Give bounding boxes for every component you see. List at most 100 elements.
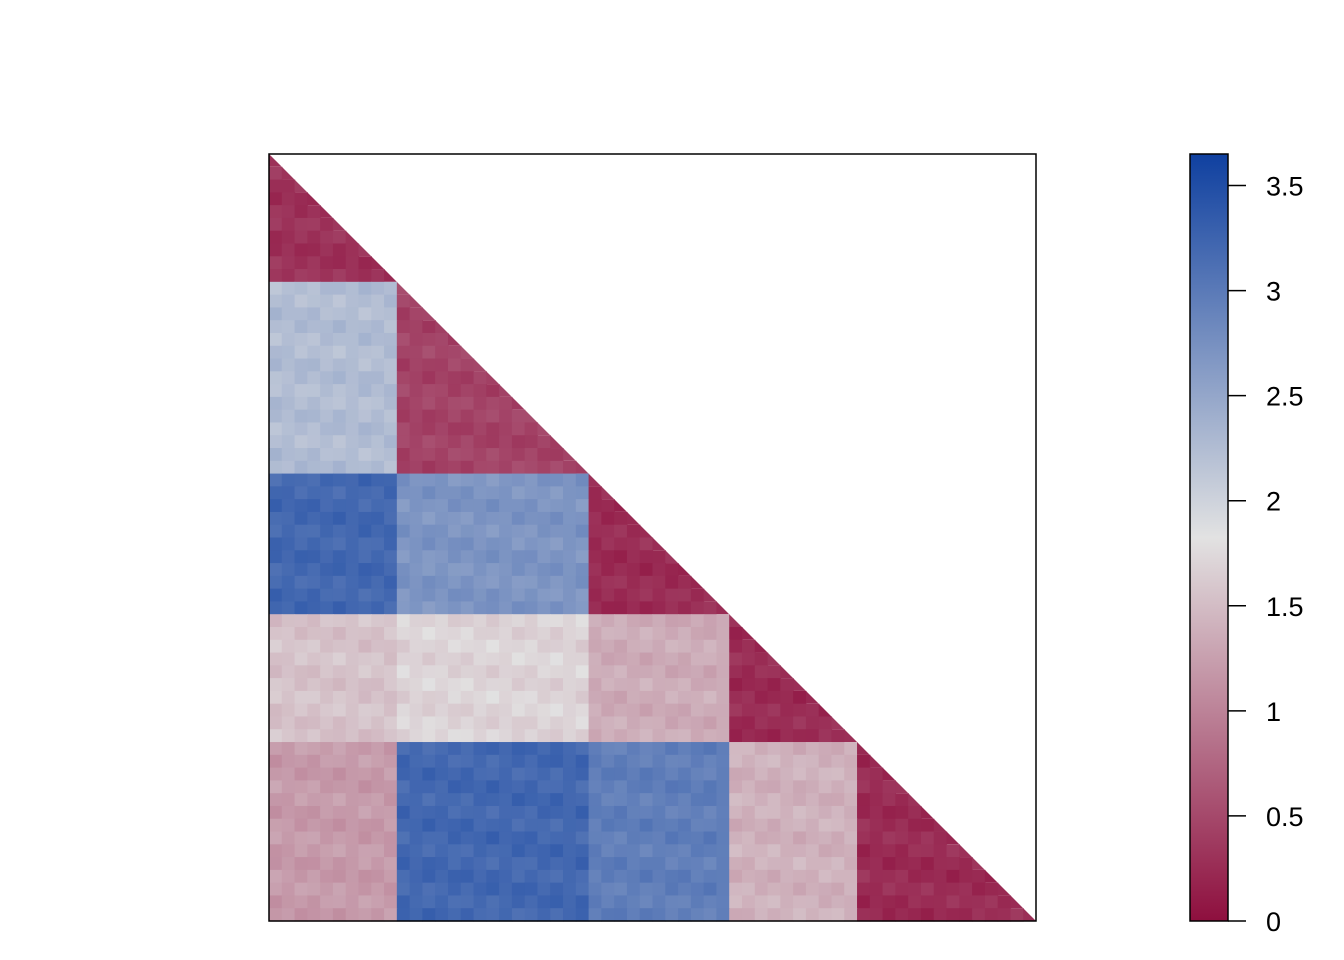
heatmap-cell xyxy=(575,805,590,820)
heatmap-cell xyxy=(473,486,487,500)
heatmap-cell xyxy=(716,665,730,679)
heatmap-cell xyxy=(690,844,705,858)
heatmap-cell xyxy=(473,499,487,513)
heatmap-cell xyxy=(294,435,308,449)
heatmap-cell xyxy=(780,844,794,858)
heatmap-cell xyxy=(499,448,513,462)
heatmap-cell xyxy=(396,780,411,794)
heatmap-cell xyxy=(703,588,717,602)
heatmap-cell xyxy=(831,831,845,845)
heatmap-cell xyxy=(575,473,590,487)
heatmap-cell xyxy=(281,166,295,180)
heatmap-cell xyxy=(460,665,475,679)
heatmap-cell xyxy=(1023,908,1036,921)
heatmap-cell xyxy=(422,793,436,807)
heatmap-cell xyxy=(575,690,590,705)
heatmap-cell xyxy=(499,550,513,564)
heatmap-cell xyxy=(473,563,487,577)
heatmap-cell xyxy=(550,767,564,781)
heatmap-cell xyxy=(345,882,360,897)
heatmap-cell xyxy=(729,869,743,884)
heatmap-cell xyxy=(396,281,410,295)
heatmap-cell xyxy=(473,575,487,590)
heatmap-cell xyxy=(524,409,538,423)
heatmap-cell xyxy=(396,754,411,769)
heatmap-cell xyxy=(499,435,513,449)
heatmap-cell xyxy=(384,780,398,794)
heatmap-cell xyxy=(972,869,986,884)
heatmap-cell xyxy=(332,473,347,487)
heatmap-cell xyxy=(396,563,411,577)
heatmap-cell xyxy=(320,332,334,347)
heatmap-cell xyxy=(626,767,641,781)
heatmap-cell xyxy=(563,499,577,513)
heatmap-cell xyxy=(626,588,641,603)
heatmap-cell xyxy=(601,678,615,692)
heatmap-cell xyxy=(422,614,436,628)
heatmap-cell xyxy=(371,639,385,654)
heatmap-cell xyxy=(358,844,372,858)
heatmap-cell xyxy=(358,345,372,360)
heatmap-cell xyxy=(857,857,871,871)
heatmap-cell xyxy=(741,742,756,756)
heatmap-cell xyxy=(575,857,590,871)
heatmap-cell xyxy=(588,690,602,705)
heatmap-cell xyxy=(294,486,308,500)
heatmap-cell xyxy=(537,678,551,692)
heatmap-cell xyxy=(793,908,807,922)
heatmap-cell xyxy=(665,703,679,718)
heatmap-cell xyxy=(537,793,551,807)
heatmap-cell xyxy=(626,882,641,897)
heatmap-cell xyxy=(639,805,654,820)
heatmap-cell xyxy=(396,703,411,718)
heatmap-cell xyxy=(690,626,705,641)
heatmap-cell xyxy=(435,869,449,884)
heatmap-cell xyxy=(703,626,718,641)
heatmap-cell xyxy=(920,857,935,871)
heatmap-cell xyxy=(639,614,654,628)
heatmap-cell xyxy=(281,588,296,603)
heatmap-cell xyxy=(281,690,296,705)
heatmap-cell xyxy=(626,626,641,641)
heatmap-cell xyxy=(447,895,462,909)
heatmap-cell xyxy=(614,575,628,590)
heatmap-cell xyxy=(281,320,296,334)
heatmap-cell xyxy=(345,780,360,794)
heatmap-cell xyxy=(460,767,475,781)
heatmap-cell xyxy=(716,895,730,909)
heatmap-cell xyxy=(537,882,551,897)
heatmap-cell xyxy=(396,652,411,666)
heatmap-cell xyxy=(269,179,283,193)
heatmap-cell xyxy=(473,780,487,794)
heatmap-cell xyxy=(409,550,423,564)
heatmap-cell xyxy=(345,460,360,475)
heatmap-cell xyxy=(754,793,769,807)
heatmap-cell xyxy=(499,537,513,551)
heatmap-cell xyxy=(473,550,487,564)
heatmap-cell xyxy=(793,729,807,743)
heatmap-cell xyxy=(575,678,590,692)
heatmap-cell xyxy=(332,882,347,897)
heatmap-cell xyxy=(857,895,871,909)
heatmap-cell xyxy=(384,844,398,858)
heatmap-cell xyxy=(780,831,794,845)
heatmap-cell xyxy=(908,844,922,858)
heatmap-cell xyxy=(716,678,730,692)
heatmap-cell xyxy=(818,844,833,858)
heatmap-cell xyxy=(563,588,577,603)
heatmap-cell xyxy=(511,793,526,807)
heatmap-cell xyxy=(499,524,513,539)
heatmap-cell xyxy=(486,665,500,679)
heatmap-cell xyxy=(269,703,283,718)
heatmap-cell xyxy=(371,614,385,628)
heatmap-cell xyxy=(320,805,334,820)
heatmap-cell xyxy=(447,703,462,718)
heatmap-cell xyxy=(524,563,539,577)
heatmap-cell xyxy=(537,499,551,513)
heatmap-cell xyxy=(550,473,564,487)
heatmap-cell xyxy=(678,665,692,679)
heatmap-cell xyxy=(563,780,577,794)
heatmap-cell xyxy=(601,818,615,833)
heatmap-cell xyxy=(486,626,500,641)
heatmap-cell xyxy=(332,307,347,321)
